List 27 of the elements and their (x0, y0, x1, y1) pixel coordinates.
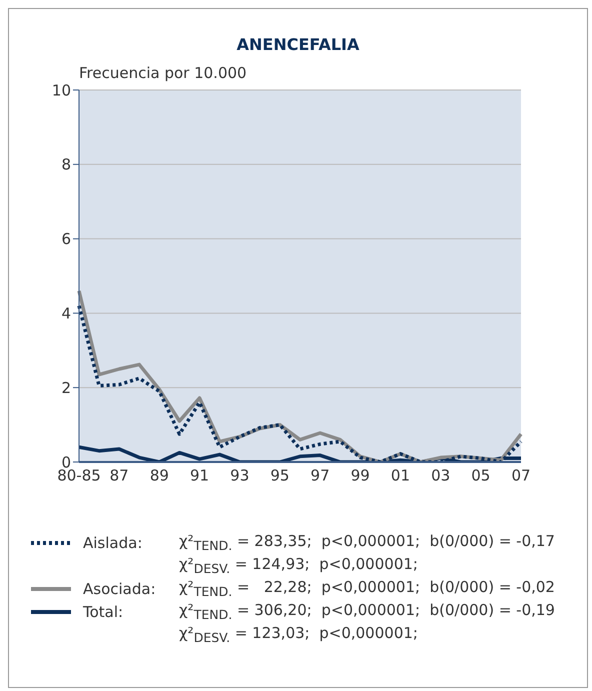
x-tick-label: 87 (110, 466, 129, 485)
chart-title: ANENCEFALIA (236, 35, 360, 54)
x-tick-label: 01 (390, 466, 410, 485)
y-tick-label: 6 (61, 230, 71, 248)
x-tick-label: 99 (350, 466, 370, 485)
legend-label: Total: (83, 602, 124, 620)
x-tick-label: 93 (230, 466, 250, 485)
x-tick-label: 97 (310, 466, 330, 485)
x-tick-label: 03 (431, 466, 450, 485)
y-axis-title: Frecuencia por 10.000 (79, 64, 248, 82)
x-tick-label: 95 (270, 466, 290, 485)
text: χ²$_{DESV.}$ = 123,03; p<0,000001; (179, 624, 419, 645)
y-tick-label: 4 (61, 304, 71, 323)
y-tick-label: 8 (61, 156, 71, 174)
text: χ²$_{TEND.}$ = 283,35; p<0,000001; b(0/000) = -0,17 (179, 532, 556, 553)
text: χ²$_{TEND.}$ = 306,20; p<0,000001; b(0/000) = -0,19 (179, 601, 556, 622)
y-tick-label: 10 (52, 81, 71, 100)
text: χ²$_{DESV.}$ = 124,93; p<0,000001; (179, 555, 419, 576)
x-tick-label: 05 (471, 466, 490, 485)
x-tick-label: 89 (150, 466, 169, 485)
text: χ²$_{TEND.}$ = 22,28; p<0,000001; b(0/000) = -0,02 (179, 578, 556, 599)
legend-label: Asociada: (83, 580, 156, 598)
x-tick-label: 07 (511, 466, 531, 485)
legend-label: Aislada: (83, 534, 142, 552)
y-tick-label: 2 (61, 378, 71, 397)
x-tick-label: 91 (190, 466, 210, 485)
x-tick-label: 80-85 (57, 466, 101, 485)
